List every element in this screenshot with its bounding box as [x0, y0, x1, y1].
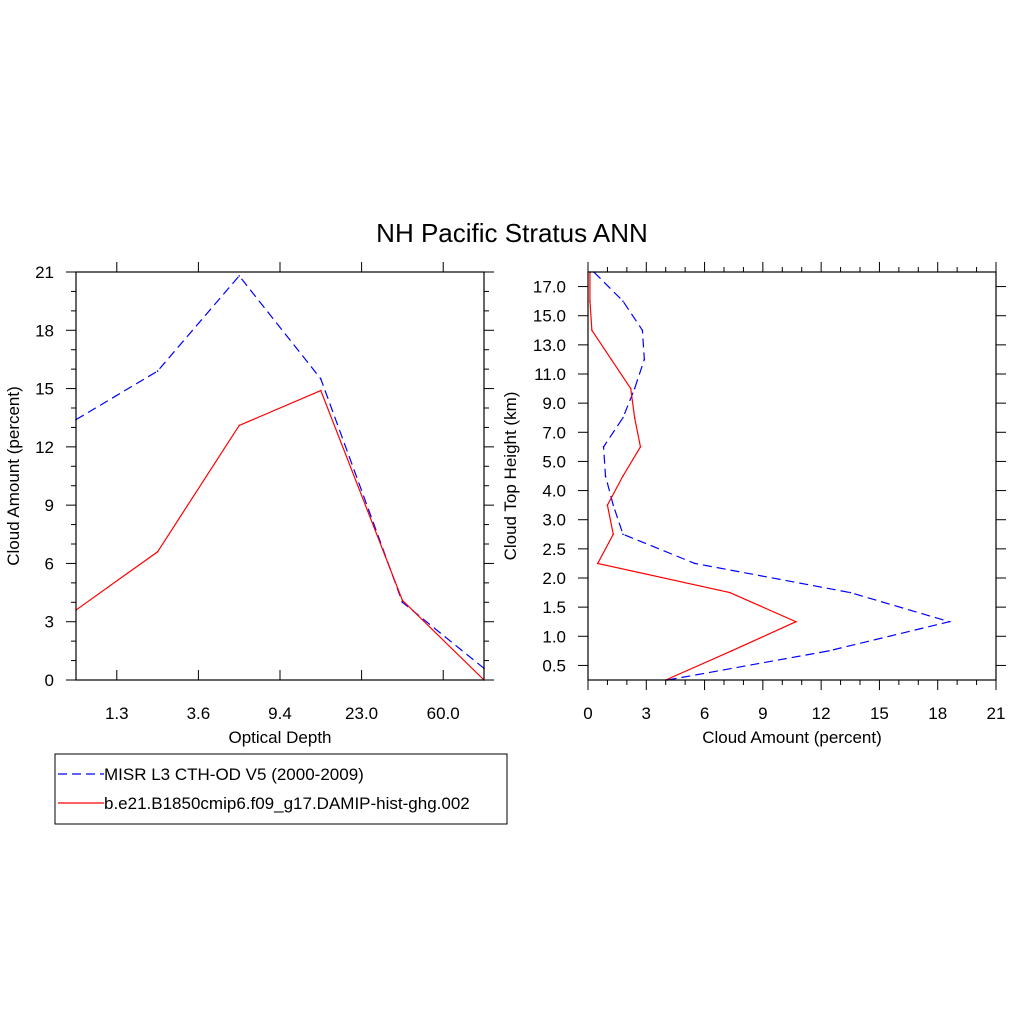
right-plot-frame: [587, 271, 997, 681]
right-series-point-1-12: [591, 329, 593, 332]
right-x-tick-label-1: 3: [642, 704, 651, 723]
right-y-axis-label: Cloud Top Height (km): [501, 392, 520, 561]
right-y-tick-label-8: 7.0: [542, 423, 566, 442]
right-panel: 0 3 6 9 12 15 18 21 0.5 1.0 1.5 2.0 2.5 3.0 4.0 5.0 7.0 9…: [501, 262, 1006, 747]
left-y-tick-label-1: 3: [45, 613, 54, 632]
legend-label-model: b.e21.B1850cmip6.f09_g17.DAMIP-hist-ghg.…: [104, 794, 470, 813]
right-series-point-1-8: [639, 446, 642, 448]
left-panel: 0 3 6 9 12 15 18 21 1.3 3.6 9.4 23.0 60.0 Optical De…: [4, 262, 494, 747]
right-series-point-0-2: [948, 620, 951, 623]
left-series-point-0-3: [320, 378, 322, 380]
left-y-tick-label-0: 0: [45, 671, 54, 690]
right-series-point-0-8: [602, 446, 605, 448]
right-y-tick-label-7: 5.0: [542, 452, 566, 471]
right-y-tick-label-3: 2.0: [542, 569, 566, 588]
left-series-point-1-4: [401, 599, 404, 602]
left-y-tick-label-2: 6: [45, 554, 54, 573]
left-series-line-1: [75, 389, 485, 681]
left-x-tick-label-0: 1.3: [105, 704, 129, 723]
right-series-point-0-9: [622, 416, 624, 419]
left-x-tick-label-2: 9.4: [268, 704, 292, 723]
right-series-point-1-2: [795, 620, 797, 623]
right-series-point-1-7: [622, 475, 624, 477]
right-x-tick-label-5: 15: [870, 704, 889, 723]
left-axis-ticks: 0 3 6 9 12 15 18 21 1.3 3.6 9.4 23.0 60.0: [35, 262, 494, 723]
right-series-point-1-13: [589, 300, 591, 302]
right-axis-ticks: 0 3 6 9 12 15 18 21 0.5 1.0 1.5 2.0 2.5 3.0 4.0 5.0 7.0 9…: [533, 262, 1006, 723]
right-series-point-0-10: [633, 387, 636, 390]
right-series-point-0-11: [643, 358, 646, 361]
right-y-tick-label-4: 2.5: [542, 540, 566, 559]
right-y-tick-label-1: 1.0: [542, 627, 566, 646]
right-y-tick-label-10: 11.0: [534, 365, 566, 384]
right-x-tick-label-4: 12: [812, 704, 831, 723]
left-x-tick-label-3: 23.0: [345, 704, 378, 723]
figure-title: NH Pacific Stratus ANN: [376, 218, 648, 248]
right-series-point-1-3: [729, 591, 731, 594]
right-series-point-1-9: [633, 416, 636, 419]
right-y-tick-label-13: 17.0: [533, 278, 566, 297]
legend: MISR L3 CTH-OD V5 (2000-2009) b.e21.B185…: [54, 753, 508, 825]
left-series-point-0-4: [401, 601, 404, 604]
right-x-tick-label-3: 9: [758, 704, 767, 723]
left-x-tick-label-4: 60.0: [427, 704, 460, 723]
left-y-tick-label-7: 21: [35, 263, 54, 282]
right-y-tick-label-2: 1.5: [542, 598, 566, 617]
right-y-tick-label-9: 9.0: [542, 394, 566, 413]
right-series-point-0-5: [622, 533, 624, 536]
legend-label-misr: MISR L3 CTH-OD V5 (2000-2009): [104, 765, 364, 784]
right-y-tick-label-5: 3.0: [542, 511, 566, 530]
left-series-point-1-2: [238, 424, 240, 427]
right-y-tick-label-11: 13.0: [533, 336, 566, 355]
right-y-tick-label-6: 4.0: [542, 482, 566, 501]
left-series-point-1-3: [320, 389, 322, 392]
right-plot-marks: [589, 271, 952, 681]
left-series-point-1-1: [156, 550, 159, 553]
right-y-tick-label-12: 15.0: [533, 307, 566, 326]
right-series-point-0-6: [612, 504, 615, 506]
right-x-tick-label-2: 6: [700, 704, 709, 723]
right-series-point-0-7: [604, 475, 607, 477]
left-x-axis-label: Optical Depth: [229, 728, 332, 747]
left-y-tick-label-6: 18: [35, 321, 54, 340]
right-series-point-0-4: [694, 562, 696, 565]
left-y-axis-label: Cloud Amount (percent): [4, 386, 23, 566]
right-series-point-1-1: [730, 650, 733, 652]
left-series-point-0-1: [156, 370, 159, 372]
right-x-tick-label-0: 0: [583, 704, 592, 723]
right-x-axis-label: Cloud Amount (percent): [702, 728, 882, 747]
right-y-tick-label-0: 0.5: [542, 656, 566, 675]
right-series-point-0-12: [641, 329, 644, 332]
right-series-point-0-13: [622, 300, 624, 302]
left-y-tick-label-4: 12: [35, 438, 54, 457]
right-x-tick-label-6: 18: [928, 704, 947, 723]
right-series-point-1-10: [629, 387, 632, 390]
legend-box: [54, 753, 508, 825]
right-series-point-1-11: [610, 358, 613, 361]
left-series-point-0-2: [238, 275, 240, 277]
right-series-point-0-3: [849, 591, 852, 594]
left-y-tick-label-5: 15: [35, 380, 54, 399]
right-series-point-0-1: [828, 650, 830, 652]
left-y-tick-label-3: 9: [45, 496, 54, 515]
right-x-tick-label-7: 21: [987, 704, 1006, 723]
left-x-tick-label-1: 3.6: [187, 704, 211, 723]
right-series-point-1-6: [606, 504, 609, 506]
right-series-point-1-5: [612, 533, 615, 536]
right-series-point-1-4: [596, 562, 599, 565]
